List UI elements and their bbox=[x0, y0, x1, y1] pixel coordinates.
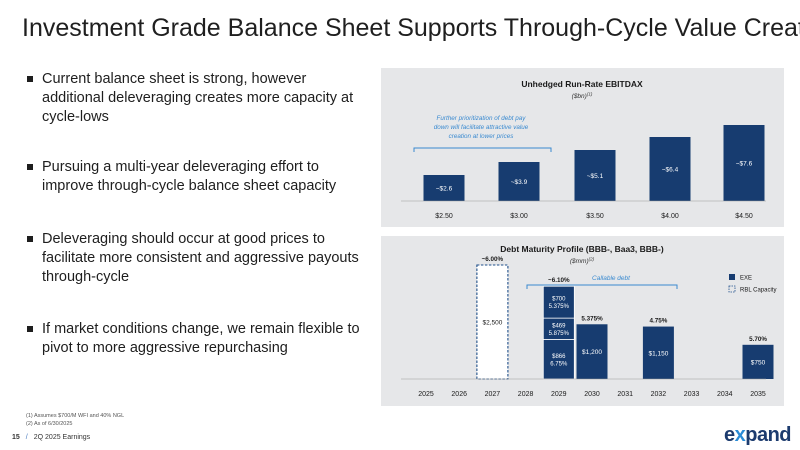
page-title: Investment Grade Balance Sheet Supports … bbox=[22, 14, 800, 42]
chart2-tick-label: 2033 bbox=[684, 391, 700, 398]
chart2-tick-label: 2031 bbox=[617, 391, 633, 398]
bullet-3: Deleveraging should occur at good prices… bbox=[26, 230, 361, 287]
chart1-bar-label: ~$7.6 bbox=[736, 161, 753, 168]
chart2-callable-label: Callable debt bbox=[592, 275, 631, 282]
chart2-callable-bracket bbox=[526, 284, 678, 289]
chart2-bar-exe bbox=[576, 324, 608, 379]
chart1-bar-label: ~$5.1 bbox=[587, 173, 604, 180]
chart1-tick-label: $3.50 bbox=[586, 213, 604, 220]
chart2-tick-label: 2035 bbox=[750, 391, 766, 398]
chart2-segment-label: $866 bbox=[552, 354, 566, 360]
chart2-legend-label: RBL Capacity bbox=[740, 288, 776, 294]
expand-logo: expand bbox=[724, 424, 792, 446]
page-number: 15 bbox=[12, 434, 20, 441]
chart2-bar-label: $1,150 bbox=[648, 350, 668, 357]
chart2-segment-rate: 6.75% bbox=[550, 361, 568, 367]
chart1-bar-label: ~$6.4 bbox=[662, 167, 679, 174]
chart1-annotation-line: Further prioritization of debt pay bbox=[437, 115, 527, 122]
debt-maturity-chart: Debt Maturity Profile (BBB-, Baa3, BBB-)… bbox=[401, 244, 776, 398]
chart2-segment-label: $700 bbox=[552, 297, 566, 303]
footnote-2: (2) As of 6/30/2025 bbox=[26, 421, 73, 427]
chart1-bar bbox=[649, 137, 691, 201]
chart1-bar bbox=[498, 162, 540, 201]
footer-separator: / bbox=[25, 434, 28, 441]
chart1-bar-label: ~$2.6 bbox=[436, 186, 453, 193]
chart2-legend-swatch-rbl bbox=[728, 285, 736, 293]
ebitdax-chart-panel: Unhedged Run-Rate EBITDAX ($bn)(1) Further… bbox=[381, 68, 784, 227]
chart1-tick-label: $3.00 bbox=[510, 213, 528, 220]
chart1-title: Unhedged Run-Rate EBITDAX bbox=[521, 79, 643, 89]
chart1-tick-label: $2.50 bbox=[435, 213, 453, 220]
chart2-tick-label: 2027 bbox=[485, 391, 501, 398]
chart1-annotation-bracket bbox=[413, 147, 552, 152]
chart2-bar-segment bbox=[542, 285, 575, 319]
chart2-bar-exe bbox=[642, 326, 674, 379]
chart2-bar-label: $2,500 bbox=[482, 320, 502, 327]
chart1-bar bbox=[574, 150, 616, 201]
chart2-tick-label: 2034 bbox=[717, 391, 733, 398]
footer: 15 / 2Q 2025 Earnings bbox=[12, 434, 90, 441]
chart2-rate-label: ~6.00% bbox=[482, 256, 504, 263]
chart2-tick-label: 2025 bbox=[418, 391, 434, 398]
chart2-segment-label: $469 bbox=[552, 323, 566, 329]
chart2-legend-label: EXE bbox=[740, 276, 752, 282]
chart2-tick-label: 2030 bbox=[584, 391, 600, 398]
chart2-tick-label: 2029 bbox=[551, 391, 567, 398]
chart2-subtitle: ($mm)(2) bbox=[570, 257, 595, 266]
chart2-rate-label: 5.375% bbox=[581, 315, 603, 322]
chart2-bar-exe bbox=[742, 344, 774, 379]
chart2-tick-label: 2028 bbox=[518, 391, 534, 398]
chart2-rate-label: ~6.10% bbox=[548, 277, 570, 284]
ebitdax-chart: Unhedged Run-Rate EBITDAX ($bn)(1) Further… bbox=[401, 79, 766, 220]
chart1-subtitle: ($bn)(1) bbox=[572, 92, 593, 101]
chart2-legend-swatch-exe bbox=[729, 274, 735, 280]
chart2-rate-label: 4.75% bbox=[649, 318, 667, 325]
debt-maturity-chart-panel: Debt Maturity Profile (BBB-, Baa3, BBB-)… bbox=[381, 236, 784, 406]
chart2-title: Debt Maturity Profile (BBB-, Baa3, BBB-) bbox=[500, 244, 664, 254]
chart1-tick-label: $4.00 bbox=[661, 213, 679, 220]
chart1-bar bbox=[423, 175, 465, 201]
chart1-tick-label: $4.50 bbox=[735, 213, 753, 220]
chart2-segment-rate: 5.375% bbox=[549, 304, 570, 310]
chart2-tick-label: 2032 bbox=[651, 391, 667, 398]
chart2-bar-label: $750 bbox=[751, 359, 766, 366]
footnote-1: (1) Assumes $700/M WFI and 40% NGL bbox=[26, 413, 125, 419]
bullet-1: Current balance sheet is strong, however… bbox=[26, 70, 361, 127]
bullet-4: If market conditions change, we remain f… bbox=[26, 320, 361, 358]
chart2-bar-segment bbox=[542, 339, 575, 380]
chart2-bar-label: $1,200 bbox=[582, 349, 602, 356]
chart1-annotation-line: creation at lower prices bbox=[449, 133, 515, 140]
chart2-segment-rate: 5.875% bbox=[549, 331, 570, 337]
chart1-bar-label: ~$3.9 bbox=[511, 179, 528, 186]
chart2-rate-label: 5.70% bbox=[749, 336, 767, 343]
bullet-2: Pursuing a multi-year deleveraging effor… bbox=[26, 158, 361, 196]
chart1-annotation-line: down will facilitate attractive value bbox=[434, 124, 529, 131]
chart1-bar bbox=[723, 125, 765, 201]
chart2-tick-label: 2026 bbox=[451, 391, 467, 398]
footer-label: 2Q 2025 Earnings bbox=[33, 434, 91, 441]
